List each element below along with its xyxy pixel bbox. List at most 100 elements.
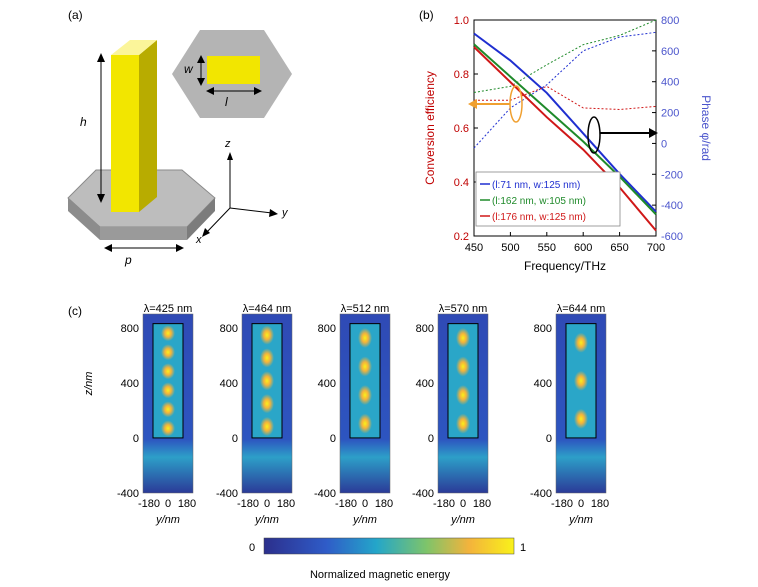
x-tick-label: 500: [501, 242, 519, 254]
y-right-tick-label: 400: [661, 77, 679, 89]
heatmap-x-label: y/nm: [568, 514, 593, 526]
heatmap-x-label: y/nm: [352, 514, 377, 526]
heatmap-frame: [241, 313, 293, 494]
efficiency-line: [473, 43, 657, 216]
x-tick-label: 450: [465, 242, 483, 254]
y-tick-label: 180: [375, 498, 393, 510]
heatmap-frame: [142, 313, 194, 494]
heatmap-title: λ=425 nm: [144, 303, 193, 315]
hotspot: [358, 356, 372, 377]
colorbar-label: Normalized magnetic energy: [310, 569, 451, 581]
z-tick-label: -400: [216, 488, 238, 500]
y-tick-label: 0: [165, 498, 171, 510]
y-tick-label: 180: [277, 498, 295, 510]
y-tick-label: 180: [473, 498, 491, 510]
hotspot: [161, 382, 175, 399]
panel-label-c: (c): [68, 304, 82, 318]
y-left-axis-label: Conversion efficiency: [423, 71, 437, 185]
hotspot: [358, 385, 372, 406]
hotspot: [161, 420, 175, 437]
y-tick-label: 0: [460, 498, 466, 510]
x-tick-label: 550: [538, 242, 556, 254]
y-tick-label: 0: [362, 498, 368, 510]
y-tick-label: 180: [591, 498, 609, 510]
label-l: l: [225, 95, 228, 109]
y-tick-label: 0: [264, 498, 270, 510]
z-tick-label: 800: [416, 323, 434, 335]
base-right-face: [187, 198, 215, 240]
y-left-tick-label: 0.2: [454, 231, 469, 243]
y-left-tick-label: 1.0: [454, 15, 469, 27]
z-tick-label: 0: [330, 433, 336, 445]
right-axis-ellipse: [587, 116, 601, 154]
hotspot: [260, 416, 274, 437]
pillar-side-face: [139, 40, 157, 212]
pillar-front-face: [111, 55, 139, 212]
y-right-tick-label: 0: [661, 138, 667, 150]
pillar-outline: [152, 323, 184, 439]
pillar-top-face: [111, 40, 157, 55]
base-front-face: [100, 227, 187, 240]
heatmap-title: λ=512 nm: [341, 303, 390, 315]
hotspot: [260, 348, 274, 368]
hotspot: [260, 371, 274, 391]
z-tick-label: 400: [534, 378, 552, 390]
hotspot: [574, 370, 588, 391]
y-right-tick-label: 600: [661, 46, 679, 58]
hotspot: [260, 394, 274, 414]
legend-entry: (l:176 nm, w:125 nm): [492, 212, 586, 223]
hotspot: [574, 408, 588, 429]
y-tick-label: -180: [433, 498, 455, 510]
heatmap-frame: [437, 313, 489, 494]
hotspot: [161, 325, 175, 342]
panel-label-b: (b): [419, 8, 434, 22]
z-tick-label: 0: [232, 433, 238, 445]
y-right-axis-label: Phase φ/rad: [699, 95, 713, 161]
y-left-tick-label: 0.8: [454, 69, 469, 81]
z-tick-label: 0: [133, 433, 139, 445]
hotspot: [456, 385, 470, 406]
hotspot: [161, 344, 175, 361]
z-tick-label: 400: [121, 378, 139, 390]
colorbar-max-label: 1: [520, 542, 526, 554]
hotspot: [358, 327, 372, 348]
hotspot: [456, 413, 470, 434]
hotspot: [161, 363, 175, 380]
y-left-tick-label: 0.4: [454, 177, 469, 189]
phase-line: [473, 19, 657, 94]
base-side-face: [68, 198, 100, 240]
z-tick-label: 400: [416, 378, 434, 390]
legend-entry: (l:162 nm, w:105 nm): [492, 196, 586, 207]
colorbar-min-label: 0: [249, 542, 255, 554]
label-p: p: [125, 253, 132, 267]
z-tick-label: 0: [546, 433, 552, 445]
y-tick-label: -180: [551, 498, 573, 510]
label-h: h: [80, 115, 87, 129]
legend-box: [475, 171, 621, 227]
phase-line: [474, 85, 657, 110]
heatmap-title: λ=570 nm: [439, 303, 488, 315]
heatmap-title: λ=644 nm: [557, 303, 606, 315]
hotspot: [456, 356, 470, 377]
z-tick-label: -400: [412, 488, 434, 500]
y-tick-label: -180: [138, 498, 160, 510]
heatmap-title: λ=464 nm: [243, 303, 292, 315]
hotspot: [574, 332, 588, 353]
efficiency-line: [473, 46, 657, 232]
z-tick-label: 0: [428, 433, 434, 445]
x-tick-label: 650: [610, 242, 628, 254]
phase-line: [473, 31, 657, 149]
y-right-tick-label: 200: [661, 108, 679, 120]
legend-entry: (l:71 nm, w:125 nm): [492, 180, 580, 191]
y-right-tick-label: 800: [661, 15, 679, 27]
z-tick-label: 400: [318, 378, 336, 390]
heatmap-frame: [555, 313, 607, 494]
hotspot: [260, 325, 274, 345]
y-right-tick-label: -400: [661, 200, 683, 212]
z-tick-label: 800: [220, 323, 238, 335]
inset-pillar-rect: [207, 56, 260, 84]
hotspot: [456, 327, 470, 348]
z-tick-label: -400: [314, 488, 336, 500]
x-tick-label: 600: [574, 242, 592, 254]
